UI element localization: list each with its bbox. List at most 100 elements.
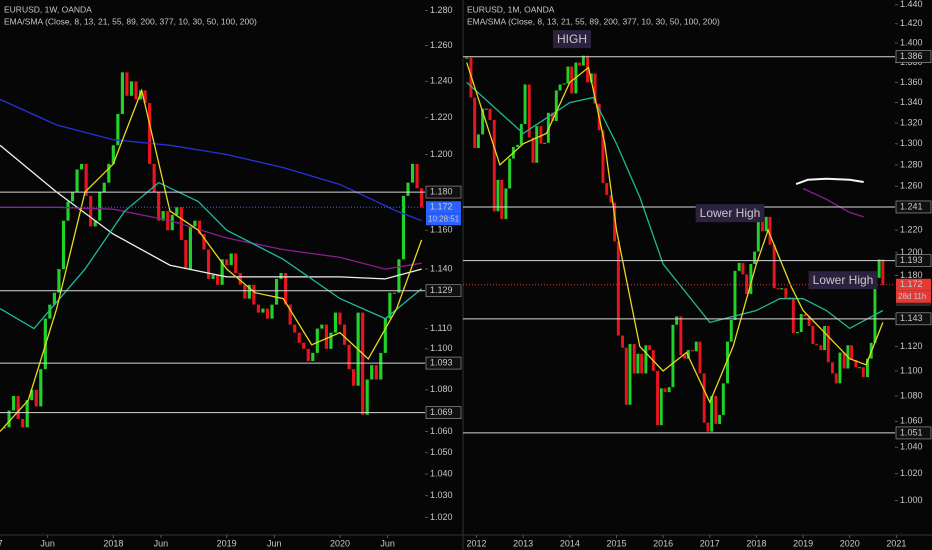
- candle-body: [551, 112, 555, 121]
- candle-body: [401, 195, 406, 260]
- candle-body: [352, 369, 356, 386]
- candle-body: [686, 350, 690, 359]
- level-tag-label: 1.093: [430, 357, 453, 367]
- y-tick-label: 1.280: [430, 5, 453, 15]
- countdown-tag: [426, 213, 461, 226]
- candle-body: [170, 214, 174, 231]
- candle-body: [838, 352, 842, 384]
- candle-body: [636, 353, 640, 374]
- symbol-legend: EURUSD, 1M, OANDA: [467, 4, 555, 14]
- candle-body: [481, 108, 485, 135]
- price-tag: [896, 278, 931, 291]
- level-tag: [895, 50, 932, 63]
- y-tick-label: 1.400: [900, 37, 923, 47]
- x-tick-label: 2018: [103, 538, 123, 548]
- level-tag: [895, 200, 932, 214]
- candle-body: [671, 324, 675, 388]
- y-tick-label: 1.200: [900, 247, 923, 257]
- candle-body: [566, 66, 570, 84]
- candle-body: [134, 81, 138, 100]
- annotation-box: [695, 204, 765, 223]
- candle-body: [823, 325, 827, 351]
- x-tick-label: 2015: [606, 538, 626, 548]
- candle-body: [749, 264, 753, 295]
- candle-body: [644, 345, 648, 374]
- y-tick-label: 1.160: [430, 225, 453, 235]
- candle-body: [111, 145, 115, 164]
- candle-body: [102, 182, 106, 193]
- candle-body: [729, 320, 733, 342]
- candle-body: [861, 367, 865, 378]
- symbol-legend: EURUSD, 1W, OANDA: [4, 4, 92, 14]
- candle-body: [562, 83, 566, 85]
- candle-body: [877, 259, 881, 278]
- candle-body: [374, 365, 378, 380]
- candle-body: [675, 316, 679, 325]
- candle-body: [753, 251, 757, 265]
- y-tick-label: 1.420: [900, 18, 923, 28]
- level-tag: [425, 406, 462, 419]
- candle-body: [476, 134, 480, 148]
- candle-body: [694, 341, 698, 352]
- candle-body: [157, 192, 161, 221]
- moving-average-line: [0, 98, 422, 222]
- candle-body: [531, 137, 535, 163]
- candle-body: [570, 66, 574, 94]
- candle-body: [34, 389, 38, 407]
- candle-body: [613, 202, 617, 242]
- y-tick-label: 1.080: [900, 390, 923, 400]
- x-tick-label: 2013: [513, 538, 533, 548]
- countdown-tag: [896, 290, 931, 303]
- level-tag-label: 1.051: [900, 427, 923, 437]
- y-tick-label: 1.060: [430, 426, 453, 436]
- y-tick-label: 1.260: [430, 40, 453, 50]
- candle-body: [89, 195, 93, 227]
- candle-body: [796, 331, 799, 334]
- candle-body: [288, 304, 292, 325]
- level-tag: [895, 426, 932, 440]
- candle-body: [516, 144, 520, 147]
- x-tick-label: 2016: [653, 538, 673, 548]
- candle-body: [30, 389, 34, 401]
- candle-body: [211, 274, 215, 279]
- candle-body: [320, 324, 324, 329]
- candle-body: [558, 84, 562, 91]
- annotation-box: [808, 271, 878, 290]
- candle-body: [873, 277, 877, 343]
- y-tick-label: 1.200: [430, 149, 453, 159]
- y-tick-label: 1.080: [430, 384, 453, 394]
- candle-body: [311, 352, 315, 362]
- indicator-legend: EMA/SMA (Close, 8, 13, 21, 55, 89, 200, …: [467, 16, 720, 26]
- price-pane: [0, 72, 425, 432]
- candle-body: [247, 284, 251, 299]
- candle-body: [315, 328, 319, 353]
- level-tag-label: 1.069: [430, 407, 453, 417]
- candle-body: [866, 358, 869, 378]
- y-tick-label: 1.040: [900, 442, 923, 452]
- x-tick-label: 2020: [330, 538, 350, 548]
- candle-body: [683, 354, 687, 359]
- candle-body: [388, 292, 392, 319]
- candle-body: [663, 388, 667, 393]
- candle-body: [383, 318, 387, 353]
- candle-body: [733, 270, 737, 321]
- moving-average-line: [466, 81, 884, 330]
- y-tick-label: 1.140: [430, 263, 453, 273]
- candle-body: [807, 316, 811, 326]
- candle-body: [329, 332, 333, 349]
- candle-body: [776, 288, 780, 290]
- candle-body: [527, 84, 531, 138]
- indicator-legend: EMA/SMA (Close, 8, 13, 21, 55, 89, 200, …: [4, 16, 257, 26]
- candle-body: [726, 341, 729, 384]
- candle-body: [819, 345, 823, 351]
- candle-body: [667, 387, 671, 393]
- candle-body: [718, 414, 722, 424]
- y-tick-label: 1.100: [900, 365, 923, 375]
- candle-body: [16, 396, 20, 419]
- candle-body: [125, 72, 129, 96]
- candle-body: [756, 206, 760, 252]
- y-tick-label: 1.040: [430, 468, 453, 478]
- candle-body: [52, 292, 56, 305]
- candle-body: [188, 226, 192, 270]
